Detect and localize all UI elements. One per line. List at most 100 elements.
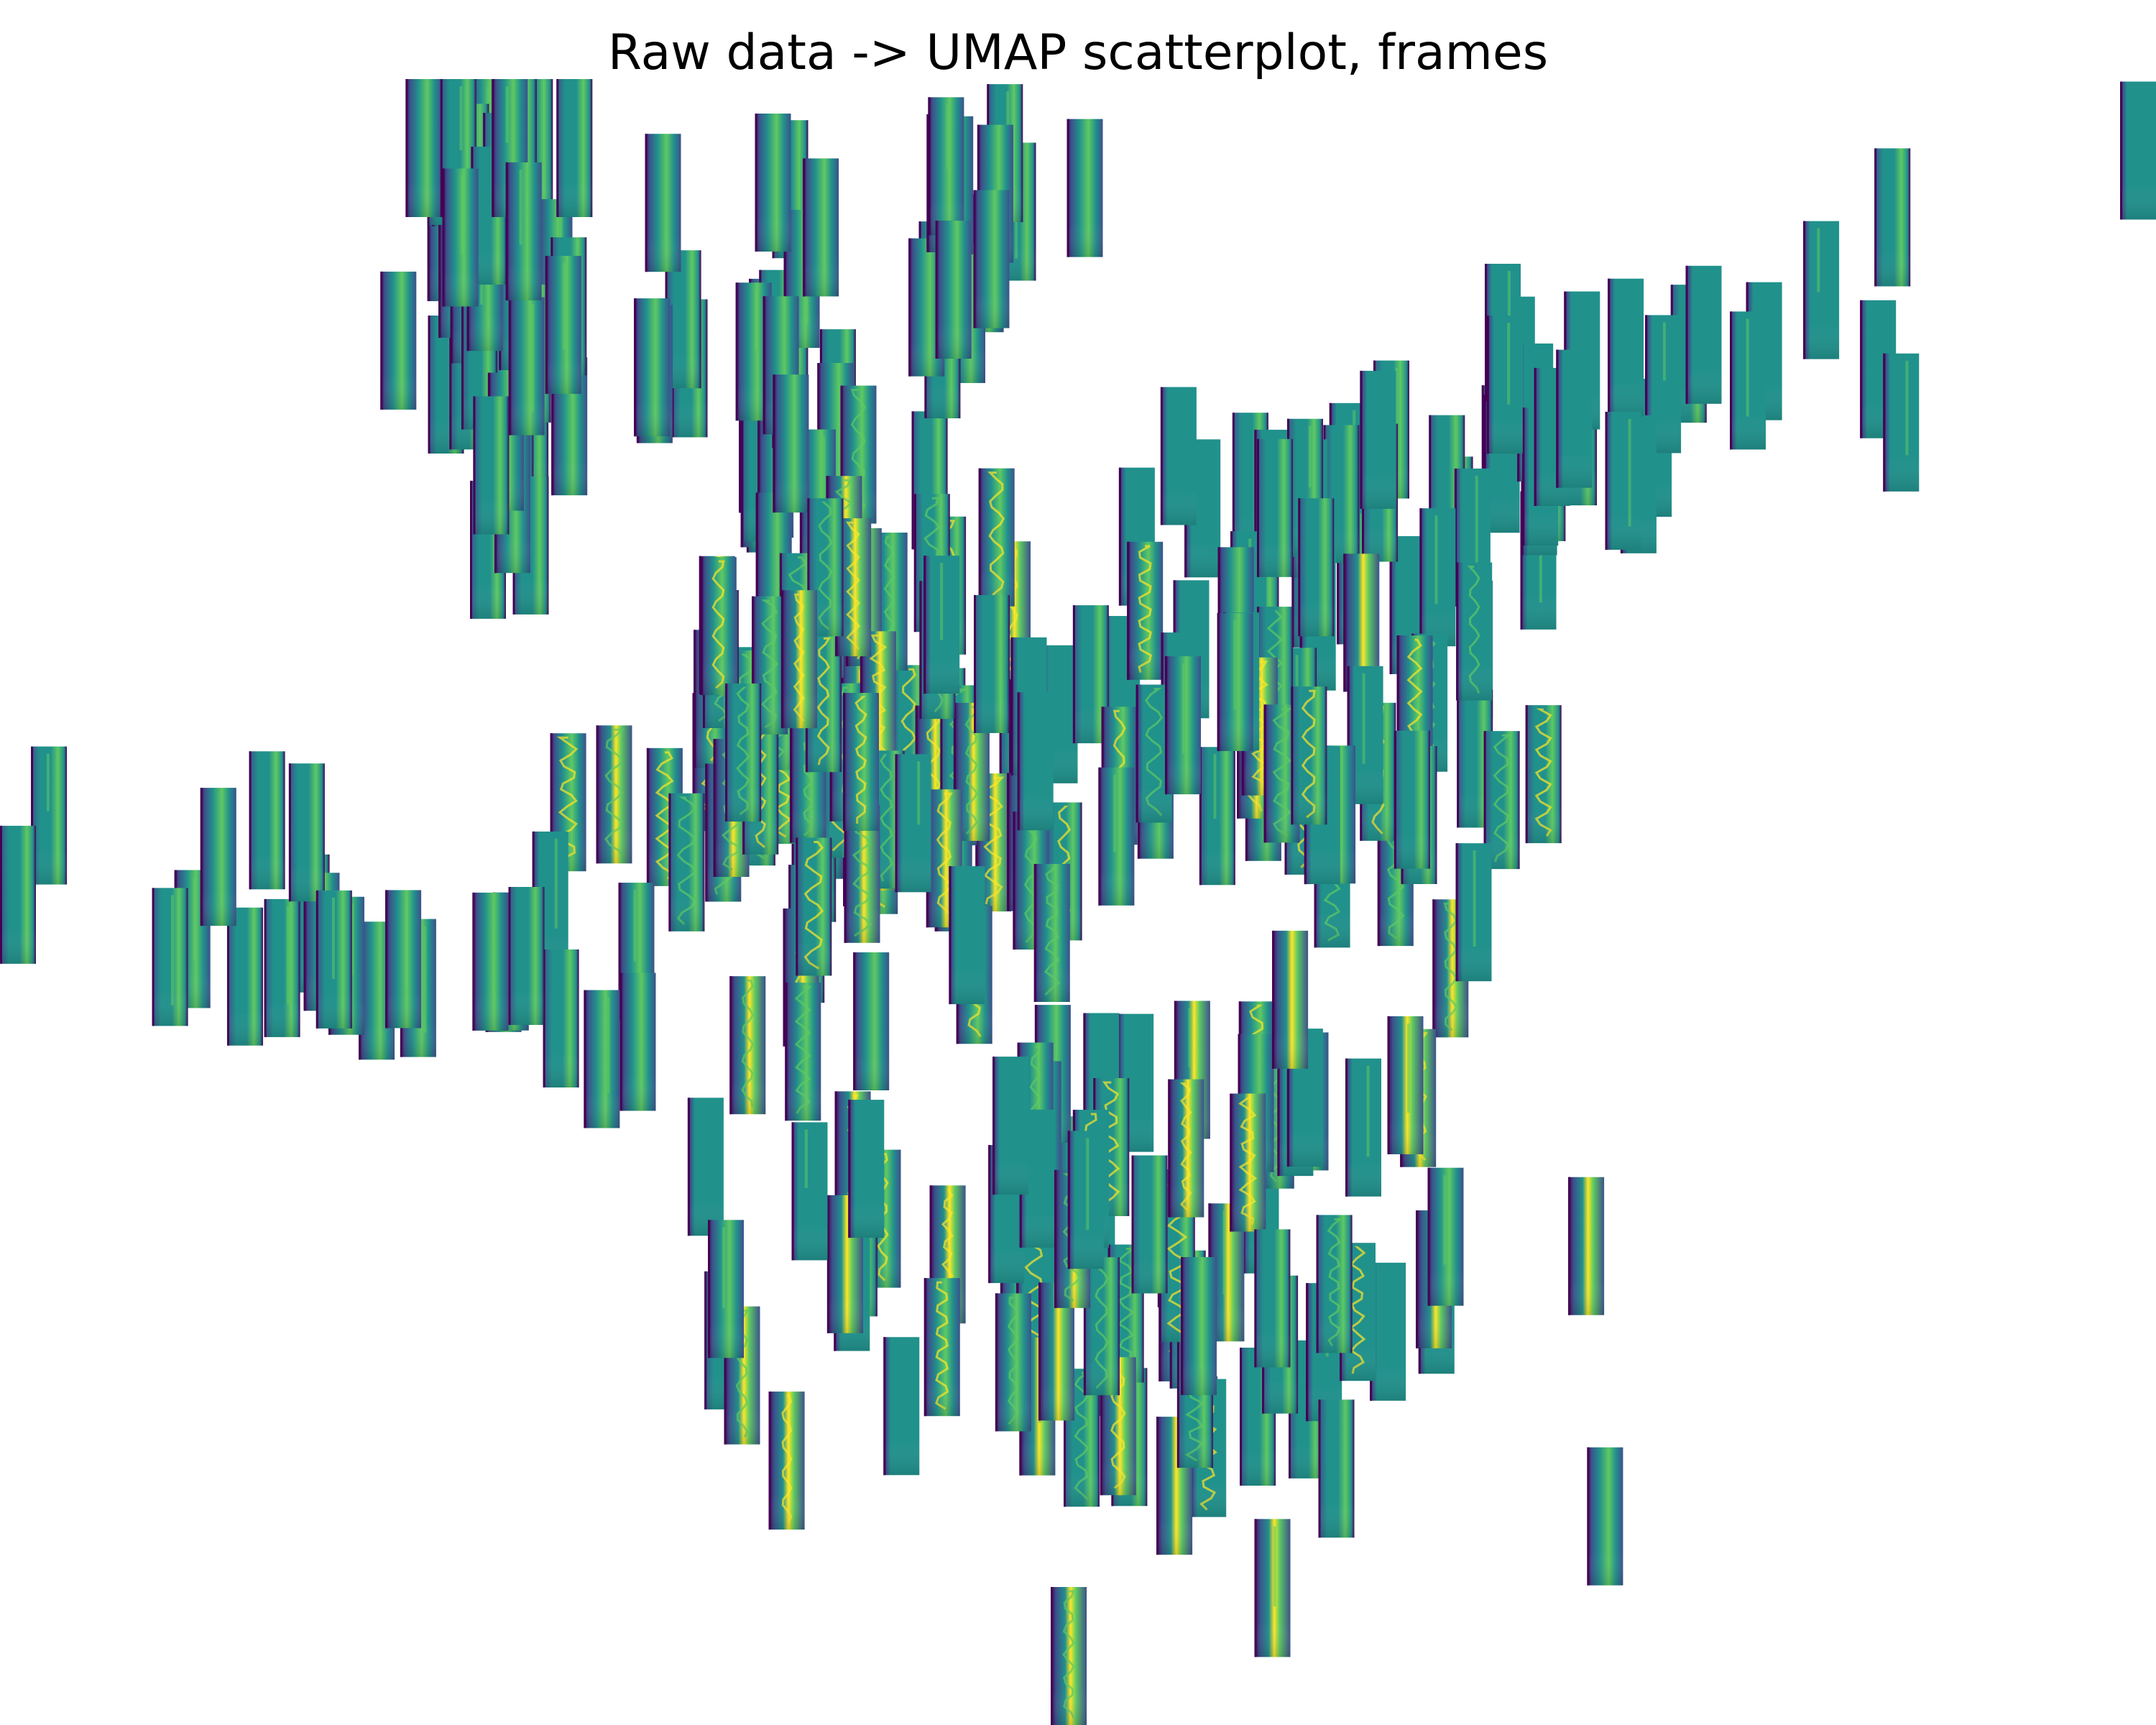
frame-marker [1168, 1079, 1204, 1218]
frame-marker [385, 890, 422, 1029]
frame-marker [687, 1098, 724, 1236]
frame-marker [755, 114, 791, 252]
frame-marker [1017, 692, 1054, 831]
frame-marker [473, 396, 510, 535]
frame-marker [1345, 1058, 1381, 1197]
frame-marker [848, 1100, 885, 1238]
frame-marker [1685, 265, 1722, 404]
frame-marker [288, 763, 325, 902]
frame-marker [442, 168, 479, 307]
frame-marker [1254, 1229, 1291, 1368]
frame-marker [1181, 1257, 1217, 1395]
frame-marker [0, 825, 36, 964]
frame-marker [1127, 541, 1164, 680]
frame-marker [1455, 843, 1492, 982]
frame-marker [2120, 81, 2156, 220]
frame-marker [1556, 349, 1593, 488]
frame-marker [805, 634, 842, 773]
frame-marker [1883, 353, 1920, 492]
frame-marker [973, 190, 1010, 328]
frame-marker [1291, 686, 1327, 825]
frame-marker [1730, 311, 1766, 450]
frame-marker [668, 793, 705, 932]
frame-marker [405, 79, 442, 217]
frame-marker [949, 866, 985, 1005]
frame-marker [152, 888, 188, 1026]
frame-marker [1370, 1262, 1406, 1401]
frame-marker [200, 788, 236, 926]
frame-marker [1257, 438, 1293, 577]
frame-marker [883, 1337, 920, 1476]
frame-marker [584, 990, 620, 1128]
frame-marker [1067, 1131, 1104, 1269]
frame-marker [895, 754, 931, 893]
frame-marker [974, 594, 1010, 733]
frame-marker [1131, 1155, 1168, 1294]
frame-marker [1323, 425, 1360, 564]
frame-marker [1393, 730, 1430, 869]
frame-marker [853, 952, 890, 1090]
frame-marker [923, 556, 960, 694]
frame-marker [700, 557, 737, 696]
frame-marker [1427, 1167, 1464, 1306]
frame-marker [227, 907, 263, 1046]
frame-marker [380, 271, 417, 410]
frame-marker [543, 949, 579, 1087]
frame-marker [708, 1220, 744, 1358]
frame-marker [1608, 278, 1644, 417]
frame-marker [634, 298, 671, 437]
frame-marker [992, 1057, 1029, 1195]
frame-marker [315, 890, 352, 1029]
frame-marker [596, 725, 632, 864]
frame-marker [556, 79, 593, 217]
frame-marker [264, 898, 300, 1037]
frame-marker [619, 972, 656, 1111]
frame-marker [1486, 316, 1523, 454]
frame-marker [725, 684, 762, 822]
frame-marker [1165, 656, 1201, 795]
frame-marker [1240, 1348, 1276, 1486]
frame-marker [1803, 221, 1840, 359]
frame-marker [780, 590, 817, 729]
frame-marker [1160, 387, 1197, 525]
frame-marker [545, 256, 581, 394]
frame-marker [928, 97, 964, 236]
frame-marker [995, 1293, 1031, 1432]
frame-marker [505, 162, 542, 300]
frame-marker [729, 976, 766, 1115]
frame-marker [1298, 498, 1335, 637]
frame-marker [508, 297, 545, 436]
frame-marker [1199, 747, 1235, 886]
frame-marker [803, 158, 839, 297]
frame-marker [1033, 864, 1070, 1002]
frame-marker [978, 468, 1015, 607]
frame-marker [31, 746, 68, 885]
frame-marker [773, 374, 809, 513]
frame-marker [1360, 370, 1396, 509]
frame-marker [1098, 767, 1135, 906]
frame-marker [472, 892, 509, 1031]
frame-marker [1272, 930, 1309, 1069]
frame-marker [791, 1122, 828, 1261]
frame-marker [1874, 148, 1911, 287]
frame-marker [935, 221, 972, 359]
frame-marker [1316, 1215, 1353, 1353]
frame-markers-layer [0, 79, 2156, 1725]
frame-marker [1067, 119, 1103, 257]
frame-marker [796, 837, 832, 976]
frame-marker [1605, 411, 1641, 550]
frame-marker [785, 983, 821, 1121]
frame-marker [508, 887, 545, 1025]
frame-marker [1387, 1016, 1424, 1154]
frame-marker [1318, 1399, 1355, 1538]
frame-marker [1456, 562, 1493, 701]
frame-marker [1254, 1519, 1291, 1657]
frame-marker [923, 1278, 960, 1417]
frame-marker [1587, 1447, 1623, 1586]
frame-marker [1568, 1177, 1605, 1315]
frame-marker [1525, 705, 1562, 844]
frame-marker [768, 1392, 805, 1530]
frame-marker [645, 134, 681, 272]
